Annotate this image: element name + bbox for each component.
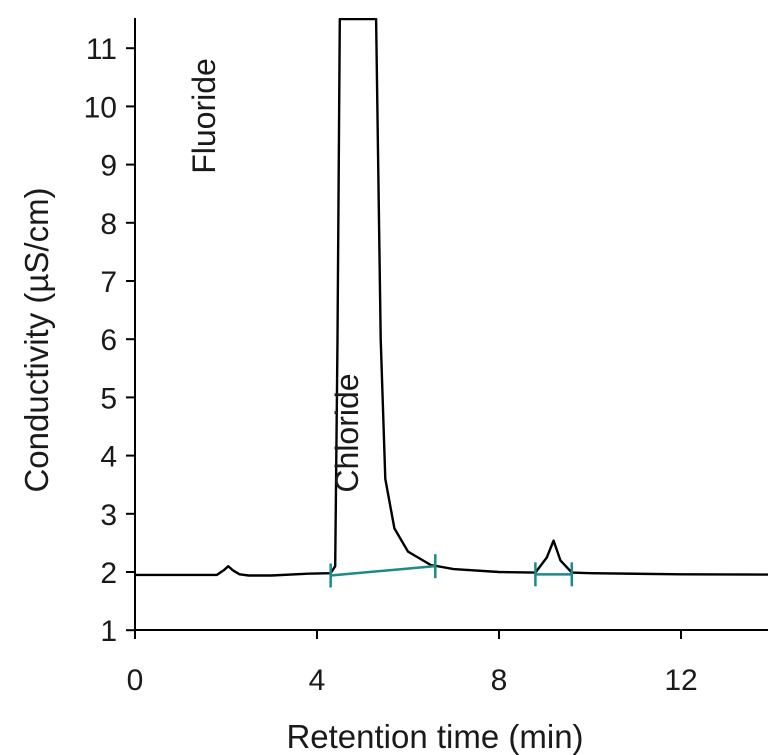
y-tick-label: 11 [86, 33, 117, 66]
chloride-peak-label: Chloride [329, 373, 365, 492]
x-tick-label: 8 [491, 664, 508, 697]
y-tick-label: 9 [100, 150, 117, 183]
y-tick-label: 6 [100, 324, 117, 357]
x-tick-label: 4 [309, 664, 326, 697]
x-ticks: 04812162024 [127, 630, 698, 697]
y-tick-label: 5 [100, 382, 117, 415]
x-axis-title: Retention time (min) [286, 718, 583, 755]
plot-area [135, 18, 768, 588]
fluoride-peak-label: Fluoride [186, 58, 222, 174]
integration-baseline [330, 564, 436, 577]
y-tick-label: 4 [100, 441, 117, 474]
y-axis-title: Conductivity (µS/cm) [18, 187, 55, 492]
y-tick-label: 3 [100, 499, 117, 532]
y-ticks: 1 2 3 4 5 6 7 8 9 10 11 [84, 33, 135, 648]
y-tick-label: 8 [100, 208, 117, 241]
axes [134, 18, 768, 631]
y-tick-label: 7 [100, 266, 117, 299]
y-tick-label: 1 [100, 615, 117, 648]
chromatogram-trace [135, 18, 768, 577]
x-tick-label: 12 [664, 664, 697, 697]
x-tick-label: 0 [127, 664, 144, 697]
y-tick-label: 10 [84, 91, 117, 124]
y-tick-label: 2 [100, 557, 117, 590]
